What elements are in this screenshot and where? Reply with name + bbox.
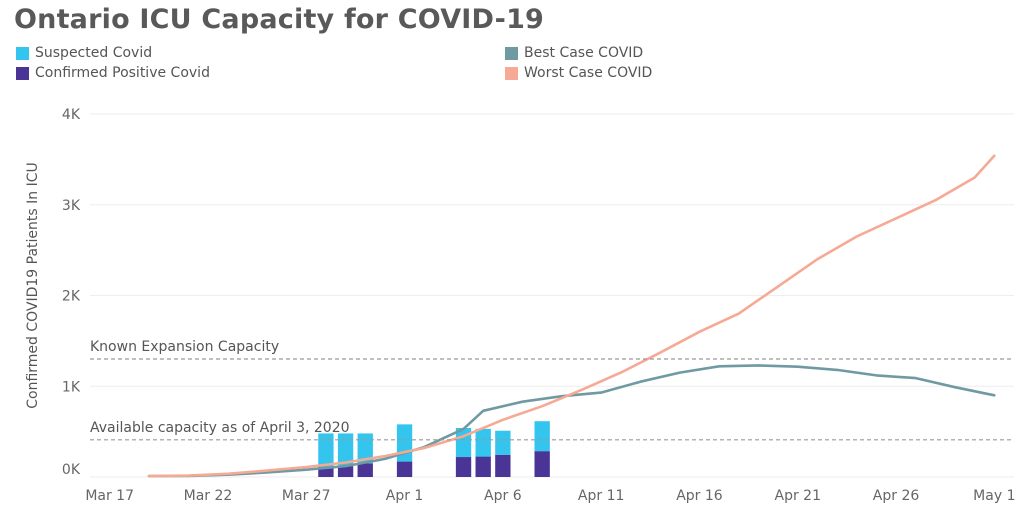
bar: [495, 454, 511, 477]
x-tick-label: Mar 27: [282, 488, 331, 504]
bar: [318, 467, 334, 477]
x-axis-ticks: Mar 17 Mar 22 Mar 27 Apr 1 Apr 6 Apr 11 Apr 16…: [85, 488, 1015, 504]
legend-swatch-best-case: [505, 46, 518, 60]
legend-item-confirmed[interactable]: Confirmed Positive Covid: [16, 65, 210, 81]
y-axis-ticks: 0K 1K 2K 3K 4K: [62, 107, 81, 478]
gridlines: [90, 113, 1014, 478]
bar: [475, 456, 491, 477]
x-tick-label: Apr 21: [775, 488, 821, 504]
bar: [337, 466, 354, 477]
bar: [357, 433, 373, 464]
legend-item-suspected[interactable]: Suspected Covid: [16, 45, 152, 61]
y-tick-label: 4K: [62, 107, 81, 123]
y-tick-label: 3K: [62, 198, 81, 214]
legend-label-best-case: Best Case COVID: [524, 45, 644, 61]
legend-label-confirmed: Confirmed Positive Covid: [35, 65, 210, 81]
series-line: [147, 154, 996, 478]
bar: [475, 428, 491, 457]
bar: [337, 433, 354, 467]
reference-line-label: Known Expansion Capacity: [90, 339, 279, 355]
bar: [318, 433, 334, 468]
reference-lines: Known Expansion Capacity Available capaci…: [90, 339, 1014, 441]
y-tick-label: 1K: [62, 379, 81, 395]
legend-swatch-worst-case: [505, 66, 518, 80]
x-tick-label: Apr 16: [676, 488, 723, 504]
reference-line-label: Available capacity as of April 3, 2020: [90, 420, 350, 436]
x-tick-label: Apr 1: [386, 488, 424, 504]
legend-swatch-suspected: [16, 46, 29, 60]
bar: [396, 424, 413, 462]
bar-series: [318, 421, 550, 477]
y-tick-label: 0K: [62, 462, 81, 478]
x-tick-label: Mar 22: [184, 488, 233, 504]
bar: [357, 463, 373, 477]
x-tick-label: May 1: [973, 488, 1015, 504]
legend-label-worst-case: Worst Case COVID: [524, 65, 653, 81]
bar: [455, 457, 472, 477]
y-tick-label: 2K: [62, 289, 81, 305]
line-series: [147, 154, 996, 478]
x-tick-label: Apr 11: [578, 488, 624, 504]
legend-item-worst-case[interactable]: Worst Case COVID: [505, 65, 652, 81]
x-tick-label: Mar 17: [85, 488, 134, 504]
bar: [534, 421, 550, 452]
chart-title: Ontario ICU Capacity for COVID-19: [14, 4, 545, 35]
bar: [396, 461, 413, 477]
series-line: [147, 364, 996, 478]
y-axis-title: Confirmed COVID19 Patients In ICU: [25, 162, 41, 409]
legend-label-suspected: Suspected Covid: [35, 45, 153, 61]
bar: [534, 451, 550, 477]
legend-item-best-case[interactable]: Best Case COVID: [505, 45, 643, 61]
legend-swatch-confirmed: [16, 66, 29, 80]
x-tick-label: Apr 26: [873, 488, 920, 504]
x-tick-label: Apr 6: [484, 488, 522, 504]
bar: [495, 430, 511, 455]
